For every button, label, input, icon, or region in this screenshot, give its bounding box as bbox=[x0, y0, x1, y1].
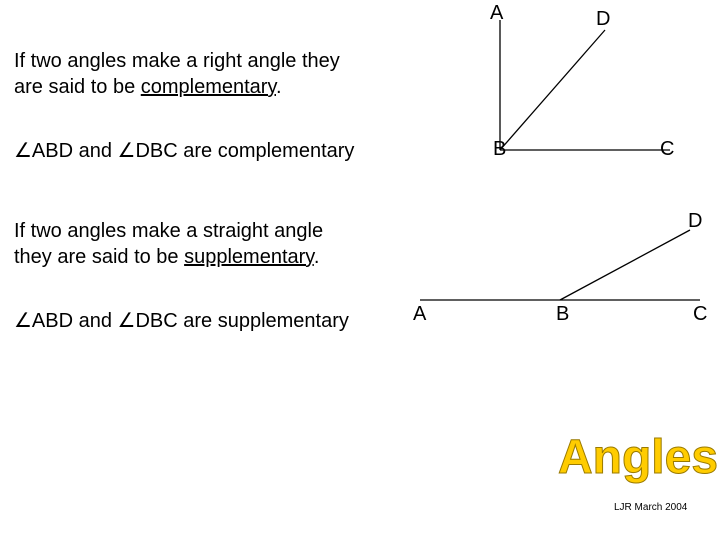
ray-BD-2 bbox=[560, 230, 690, 300]
label-D-d1: D bbox=[596, 8, 610, 31]
label-B-d2: B bbox=[556, 303, 569, 326]
ray-BD bbox=[500, 30, 605, 150]
supplementary-example: ∠ABD and ∠DBC are supplementary bbox=[14, 308, 349, 334]
footer-credit: LJR March 2004 bbox=[614, 502, 687, 513]
text-line-post: . bbox=[276, 76, 282, 98]
label-C-d1: C bbox=[660, 138, 674, 161]
text-line-pre: they are said to be bbox=[14, 246, 184, 268]
text-line: If two angles make a right angle they bbox=[14, 50, 340, 72]
example-text: ∠ABD and ∠DBC are complementary bbox=[14, 140, 354, 162]
complementary-definition: If two angles make a right angle they ar… bbox=[14, 48, 394, 100]
page-title: Angles bbox=[558, 430, 718, 485]
supplementary-definition: If two angles make a straight angle they… bbox=[14, 218, 394, 270]
text-line-post: . bbox=[314, 246, 320, 268]
text-line-pre: are said to be bbox=[14, 76, 141, 98]
label-D-d2: D bbox=[688, 210, 702, 233]
label-C-d2: C bbox=[693, 303, 707, 326]
label-A-d2: A bbox=[413, 303, 426, 326]
keyword-complementary: complementary bbox=[141, 76, 276, 98]
text-line: If two angles make a straight angle bbox=[14, 220, 323, 242]
example-text: ∠ABD and ∠DBC are supplementary bbox=[14, 310, 349, 332]
label-A-d1: A bbox=[490, 2, 503, 25]
label-B-d1: B bbox=[493, 138, 506, 161]
complementary-example: ∠ABD and ∠DBC are complementary bbox=[14, 138, 354, 164]
keyword-supplementary: supplementary bbox=[184, 246, 314, 268]
